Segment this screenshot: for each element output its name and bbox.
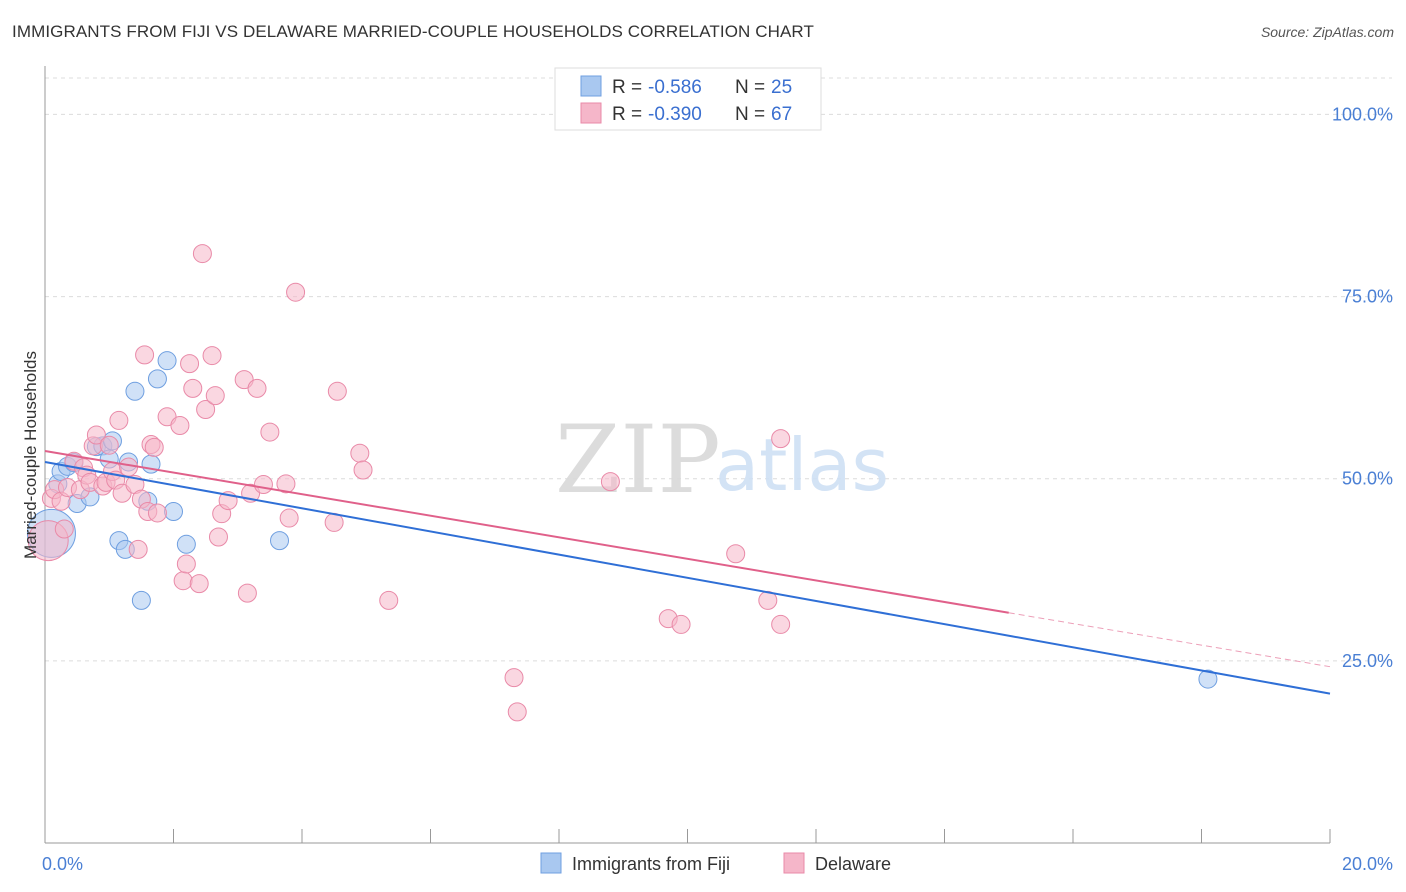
point-delaware-24 <box>135 345 155 365</box>
point-delaware-15 <box>99 435 119 455</box>
legend-r-value-fiji: -0.586 <box>648 77 702 98</box>
gridlines <box>45 77 1392 662</box>
chart-title: IMMIGRANTS FROM FIJI VS DELAWARE MARRIED… <box>12 22 814 41</box>
y-tick-label-50: 50.0% <box>1342 469 1393 489</box>
point-delaware-34 <box>183 378 203 398</box>
watermark-atlas: atlas <box>715 423 889 507</box>
legend-n-value-delaware: 67 <box>771 104 792 125</box>
point-delaware-57 <box>504 668 524 688</box>
point-delaware-58 <box>507 702 527 722</box>
trend-line-delaware-extension <box>1008 612 1331 668</box>
point-delaware-4 <box>54 519 74 539</box>
point-delaware-65 <box>771 429 791 449</box>
point-delaware-61 <box>671 614 691 634</box>
legend-r-label-delaware: R = <box>612 104 642 125</box>
legend-r-label-fiji: R = <box>612 77 642 98</box>
point-delaware-35 <box>189 574 209 594</box>
point-delaware-49 <box>276 474 296 494</box>
point-delaware-62 <box>726 544 746 564</box>
tick-labels: 25.0% 50.0% 75.0% 100.0% 0.0% 20.0% <box>42 104 1393 874</box>
point-delaware-22 <box>128 539 148 559</box>
legend-bottom: Immigrants from Fiji Delaware <box>540 852 891 874</box>
trend-line-fiji <box>44 460 1331 695</box>
source-label: Source: ZipAtlas.com <box>1260 24 1394 40</box>
y-tick-label-75: 75.0% <box>1342 287 1393 307</box>
point-delaware-12 <box>86 425 106 445</box>
point-delaware-47 <box>253 475 273 495</box>
trend-line-delaware <box>44 450 1009 614</box>
data-points <box>26 244 1218 722</box>
point-delaware-32 <box>176 554 196 574</box>
point-delaware-64 <box>771 614 791 634</box>
point-delaware-28 <box>147 503 167 523</box>
legend-n-value-fiji: 25 <box>771 77 792 98</box>
bottom-legend-label-fiji: Immigrants from Fiji <box>572 854 730 874</box>
point-delaware-56 <box>379 590 399 610</box>
point-delaware-53 <box>327 381 347 401</box>
point-delaware-30 <box>170 416 190 436</box>
y-tick-label-100: 100.0% <box>1332 104 1393 124</box>
x-tick-label-20: 20.0% <box>1342 854 1393 874</box>
bottom-legend-swatch-delaware <box>783 852 805 874</box>
point-fiji-20 <box>164 502 183 521</box>
point-delaware-51 <box>286 282 306 302</box>
point-delaware-18 <box>109 410 129 430</box>
y-axis-label: Married-couple Households <box>21 351 40 559</box>
point-delaware-46 <box>247 378 267 398</box>
legend-n-label-delaware: N = <box>735 104 765 125</box>
point-delaware-39 <box>205 386 225 406</box>
legend-r-value-delaware: -0.390 <box>648 104 702 125</box>
point-delaware-54 <box>350 443 370 463</box>
point-delaware-40 <box>208 527 228 547</box>
point-delaware-27 <box>144 437 164 457</box>
point-fiji-23 <box>1198 669 1218 689</box>
legend-top: R = -0.586 N = 25 R = -0.390 N = 67 <box>554 67 822 131</box>
point-fiji-18 <box>147 369 167 389</box>
point-fiji-14 <box>125 381 145 401</box>
trend-lines <box>44 450 1331 695</box>
point-fiji-19 <box>157 351 177 371</box>
point-fiji-22 <box>270 531 290 551</box>
point-delaware-50 <box>279 508 299 528</box>
watermark-zip: ZIP <box>555 406 721 515</box>
legend-swatch-fiji <box>580 75 602 97</box>
bottom-legend-label-delaware: Delaware <box>815 854 891 874</box>
bottom-legend-swatch-fiji <box>540 852 562 874</box>
x-tick-label-0: 0.0% <box>42 854 83 874</box>
point-delaware-48 <box>260 422 280 442</box>
point-fiji-21 <box>176 534 196 554</box>
legend-n-label-fiji: N = <box>735 77 765 98</box>
point-delaware-55 <box>353 460 373 480</box>
point-delaware-38 <box>202 346 222 366</box>
point-delaware-37 <box>196 400 216 419</box>
point-delaware-31 <box>173 571 193 591</box>
axes <box>44 66 1331 844</box>
point-delaware-59 <box>600 472 620 492</box>
point-delaware-33 <box>180 354 200 374</box>
watermark: ZIP atlas <box>555 406 889 515</box>
point-fiji-15 <box>131 590 151 610</box>
point-delaware-36 <box>192 244 212 264</box>
y-tick-label-25: 25.0% <box>1342 651 1393 671</box>
legend-swatch-delaware <box>580 102 602 124</box>
point-delaware-44 <box>237 583 257 603</box>
